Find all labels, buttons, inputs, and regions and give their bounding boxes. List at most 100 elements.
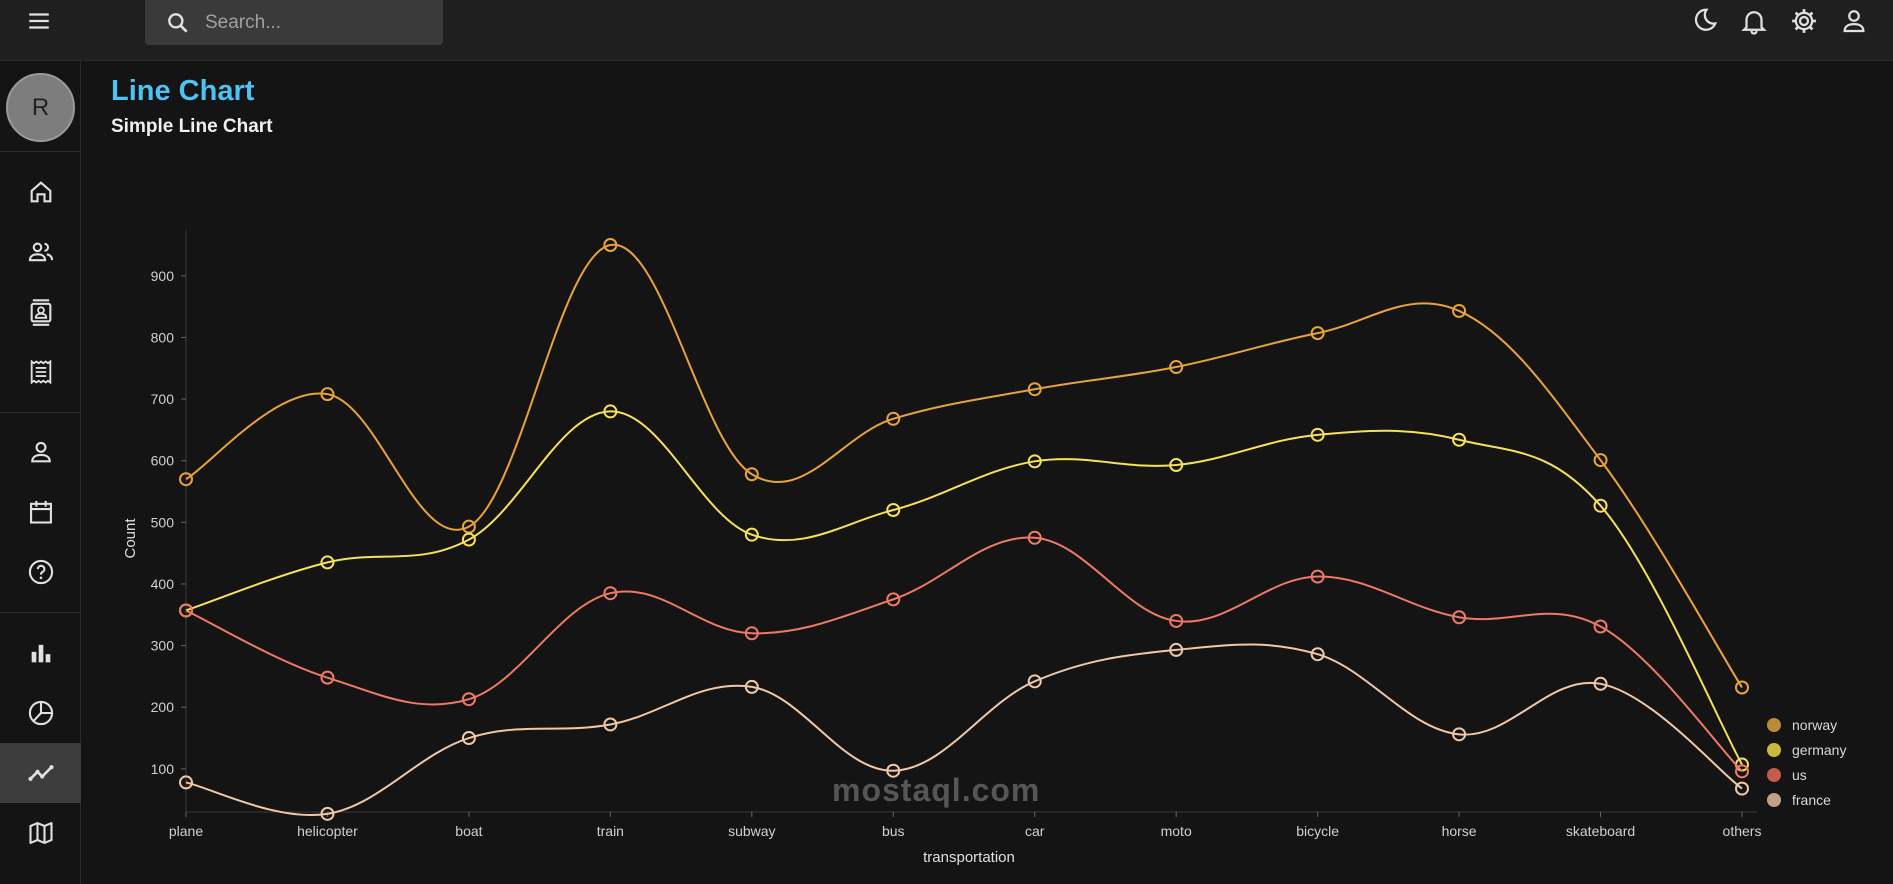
person-icon[interactable] [1839, 6, 1869, 36]
top-bar [0, 0, 1893, 61]
sidebar-item-pie[interactable] [0, 683, 81, 743]
data-point-germany [744, 527, 759, 542]
data-point-us [744, 626, 759, 641]
data-point-norway [1169, 360, 1184, 375]
y-axis-label: Count [122, 518, 139, 559]
sidebar-item-bar[interactable] [0, 623, 81, 683]
line-chart-icon [27, 765, 54, 781]
y-tick-label: 400 [151, 576, 175, 592]
series-line-us [185, 536, 1743, 773]
search-box [145, 0, 443, 45]
legend-label-france: france [1792, 792, 1831, 808]
sidebar-item-profile[interactable] [0, 422, 81, 482]
y-tick-label: 200 [151, 699, 175, 715]
data-point-germany [1593, 498, 1608, 513]
avatar-initial: R [31, 93, 50, 121]
data-point-germany [603, 404, 618, 419]
x-tick-label: helicopter [297, 823, 358, 839]
series-line-germany [185, 410, 1743, 766]
watermark: mostaql.com [832, 772, 1041, 808]
bell-icon[interactable] [1739, 6, 1769, 36]
data-point-us [320, 670, 335, 685]
data-point-norway [1027, 382, 1042, 397]
people-icon [28, 242, 53, 262]
map-icon [28, 822, 53, 844]
data-point-us [1735, 764, 1749, 779]
sidebar-item-team[interactable] [0, 222, 81, 282]
data-point-germany [1310, 427, 1325, 442]
legend-swatch-france [1767, 793, 1781, 807]
data-point-france [1310, 647, 1325, 662]
moon-icon[interactable] [1689, 6, 1719, 36]
receipt-icon [30, 359, 51, 385]
search-icon[interactable] [165, 10, 191, 36]
data-point-us [179, 603, 193, 618]
data-point-norway [1452, 303, 1467, 318]
bar-chart-icon [31, 644, 50, 663]
y-tick-label: 500 [151, 514, 175, 530]
data-point-germany [886, 503, 901, 518]
data-point-france [1593, 676, 1608, 691]
sidebar-item-faq[interactable] [0, 542, 81, 602]
divider [0, 412, 81, 413]
data-point-norway [1735, 680, 1749, 695]
legend-swatch-germany [1767, 743, 1781, 757]
legend-label-us: us [1792, 767, 1807, 783]
data-point-france [1169, 642, 1184, 657]
y-tick-label: 800 [151, 329, 175, 345]
menu-icon[interactable] [24, 8, 54, 34]
sidebar-item-invoices[interactable] [0, 342, 81, 402]
data-point-france [320, 806, 335, 821]
sidebar-item-home[interactable] [0, 162, 81, 222]
x-tick-label: boat [455, 823, 482, 839]
data-point-us [603, 586, 618, 601]
y-tick-label: 100 [151, 761, 175, 777]
y-tick-label: 600 [151, 453, 175, 469]
sidebar-item-line[interactable] [0, 743, 81, 803]
y-tick-label: 900 [151, 268, 175, 284]
x-axis-label: transportation [923, 849, 1015, 866]
data-point-us [1593, 619, 1608, 634]
sidebar: R [0, 61, 81, 884]
gear-icon[interactable] [1789, 6, 1819, 36]
data-point-us [461, 692, 476, 707]
x-tick-label: plane [169, 823, 203, 839]
person-icon [30, 441, 51, 463]
data-point-norway [603, 238, 618, 252]
data-point-us [1310, 569, 1325, 584]
data-point-us [886, 592, 901, 607]
data-point-germany [1027, 454, 1042, 469]
avatar[interactable]: R [6, 73, 75, 142]
data-point-france [1735, 781, 1749, 796]
y-tick-label: 300 [151, 638, 175, 654]
legend-swatch-us [1767, 768, 1781, 782]
help-icon [28, 559, 53, 585]
data-point-france [886, 763, 901, 778]
data-point-norway [1310, 326, 1325, 341]
data-point-france [461, 731, 476, 746]
x-tick-label: bicycle [1296, 823, 1339, 839]
data-point-germany [320, 555, 335, 570]
page-title: Line Chart [111, 75, 255, 107]
search-input[interactable] [205, 11, 425, 34]
x-tick-label: train [597, 823, 624, 839]
sidebar-item-geography[interactable] [0, 803, 81, 863]
sidebar-item-contacts[interactable] [0, 282, 81, 342]
data-point-norway [744, 467, 759, 482]
contacts-icon [30, 299, 51, 326]
sidebar-item-calendar[interactable] [0, 482, 81, 542]
x-tick-label: subway [728, 823, 775, 839]
data-point-us [1452, 610, 1467, 625]
y-tick-label: 700 [151, 391, 175, 407]
line-chart: 100 200 300 400 500 600 700 800 900 plane helicopt… [122, 230, 1846, 866]
legend-swatch-norway [1767, 718, 1781, 732]
pie-chart-icon [28, 700, 53, 726]
legend-label-norway: norway [1792, 717, 1837, 733]
calendar-icon [29, 500, 52, 524]
data-point-germany [461, 532, 476, 547]
divider [0, 151, 81, 152]
data-point-france [179, 775, 193, 790]
data-point-france [1452, 727, 1467, 742]
x-tick-label: car [1025, 823, 1045, 839]
divider [0, 612, 81, 613]
